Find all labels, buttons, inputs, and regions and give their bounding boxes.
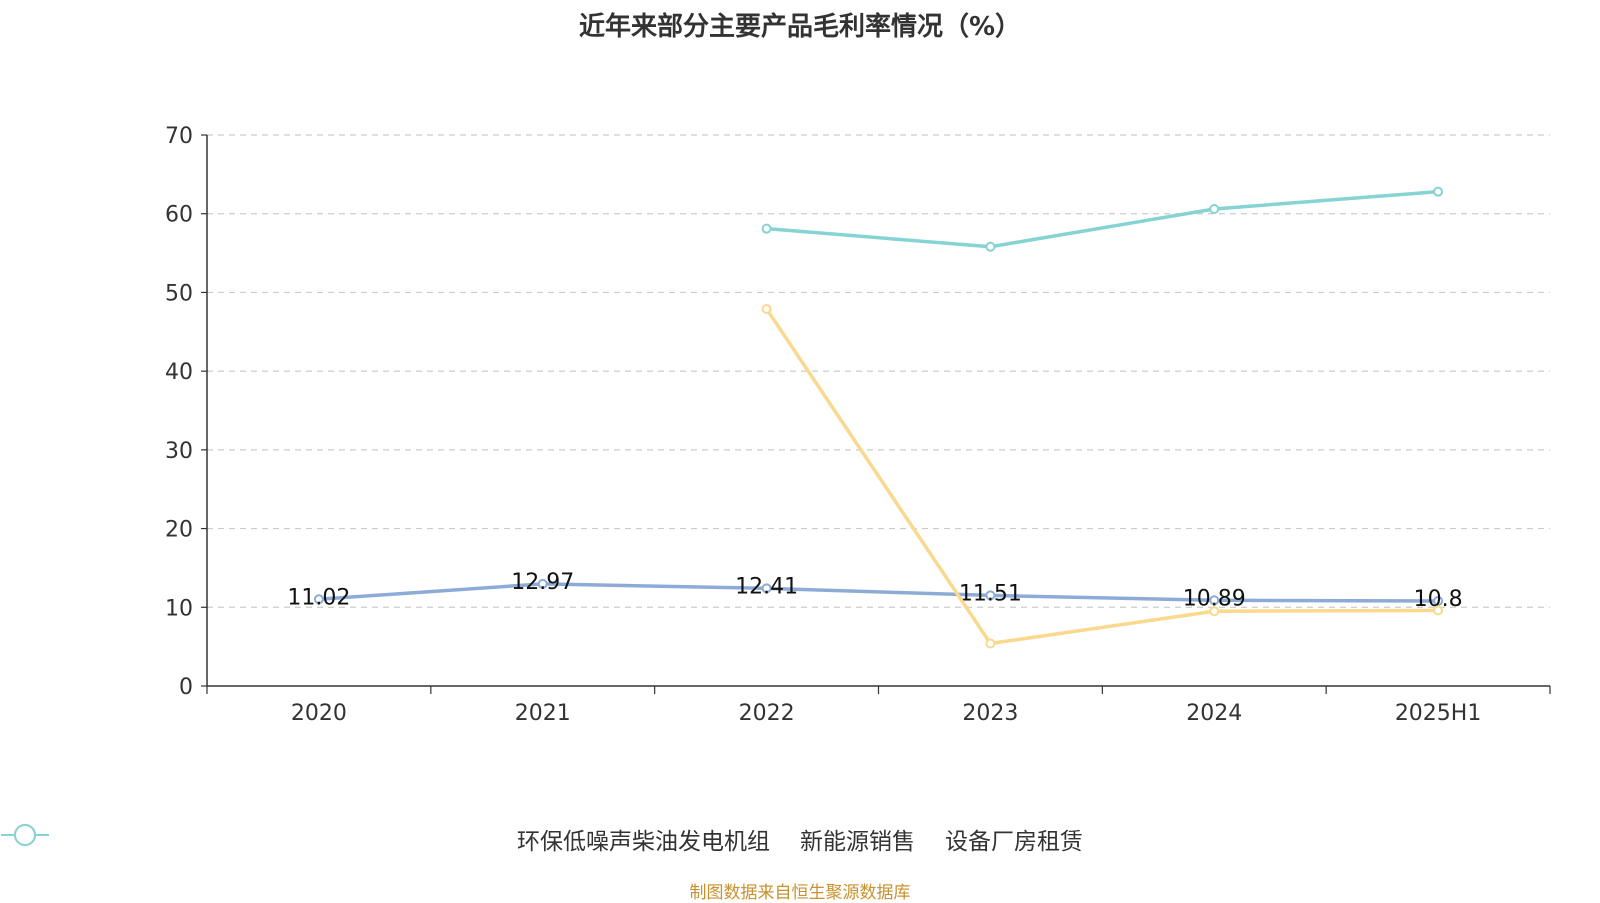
data-label: 12.97 bbox=[511, 570, 574, 595]
chart-legend: 环保低噪声柴油发电机组 新能源销售 设备厂房租赁 bbox=[0, 822, 1600, 856]
y-tick-label: 70 bbox=[165, 124, 193, 149]
y-tick-label: 0 bbox=[179, 675, 193, 700]
series-line-2 bbox=[765, 307, 1439, 646]
legend-label: 设备厂房租赁 bbox=[945, 829, 1083, 855]
data-point bbox=[985, 590, 996, 601]
data-point bbox=[985, 241, 996, 252]
data-point bbox=[1433, 186, 1444, 197]
legend-label: 环保低噪声柴油发电机组 bbox=[517, 829, 770, 855]
legend-item[interactable]: 环保低噪声柴油发电机组 bbox=[1, 822, 770, 856]
legend-item[interactable]: 新能源销售 bbox=[1, 822, 915, 856]
y-tick-label: 30 bbox=[165, 439, 193, 464]
x-tick-label: 2020 bbox=[291, 701, 347, 726]
data-source-note: 制图数据来自恒生聚源数据库 bbox=[689, 883, 911, 903]
y-tick-label: 60 bbox=[165, 203, 193, 228]
data-point bbox=[761, 223, 772, 234]
data-point bbox=[1209, 203, 1220, 214]
data-point bbox=[985, 638, 996, 649]
data-point bbox=[537, 578, 548, 589]
data-label: 12.41 bbox=[735, 574, 798, 599]
data-point bbox=[761, 583, 772, 594]
y-tick-label: 10 bbox=[165, 596, 193, 621]
data-point bbox=[761, 303, 772, 314]
y-tick-label: 20 bbox=[165, 518, 193, 543]
data-label: 11.51 bbox=[959, 581, 1022, 606]
legend-item[interactable]: 设备厂房租赁 bbox=[1, 822, 1083, 856]
x-tick-label: 2024 bbox=[1186, 701, 1242, 726]
data-point bbox=[313, 594, 324, 605]
x-tick-label: 2025H1 bbox=[1395, 701, 1482, 726]
legend-label: 新能源销售 bbox=[800, 829, 915, 855]
y-tick-label: 40 bbox=[165, 360, 193, 385]
legend-swatch-icon bbox=[1, 824, 49, 846]
x-tick-label: 2021 bbox=[515, 701, 571, 726]
series-line-1 bbox=[318, 582, 1439, 603]
data-point bbox=[1209, 606, 1220, 617]
legend-swatch-circle bbox=[14, 824, 36, 846]
x-tick-label: 2022 bbox=[739, 701, 795, 726]
chart-title: 近年来部分主要产品毛利率情况（%） bbox=[578, 12, 1022, 42]
series-line-3 bbox=[766, 189, 1439, 249]
x-tick-label: 2023 bbox=[962, 701, 1018, 726]
y-tick-label: 50 bbox=[165, 281, 193, 306]
data-point bbox=[1433, 595, 1444, 606]
data-point bbox=[1209, 595, 1220, 606]
data-label: 11.02 bbox=[287, 585, 350, 610]
data-point bbox=[1433, 605, 1444, 616]
